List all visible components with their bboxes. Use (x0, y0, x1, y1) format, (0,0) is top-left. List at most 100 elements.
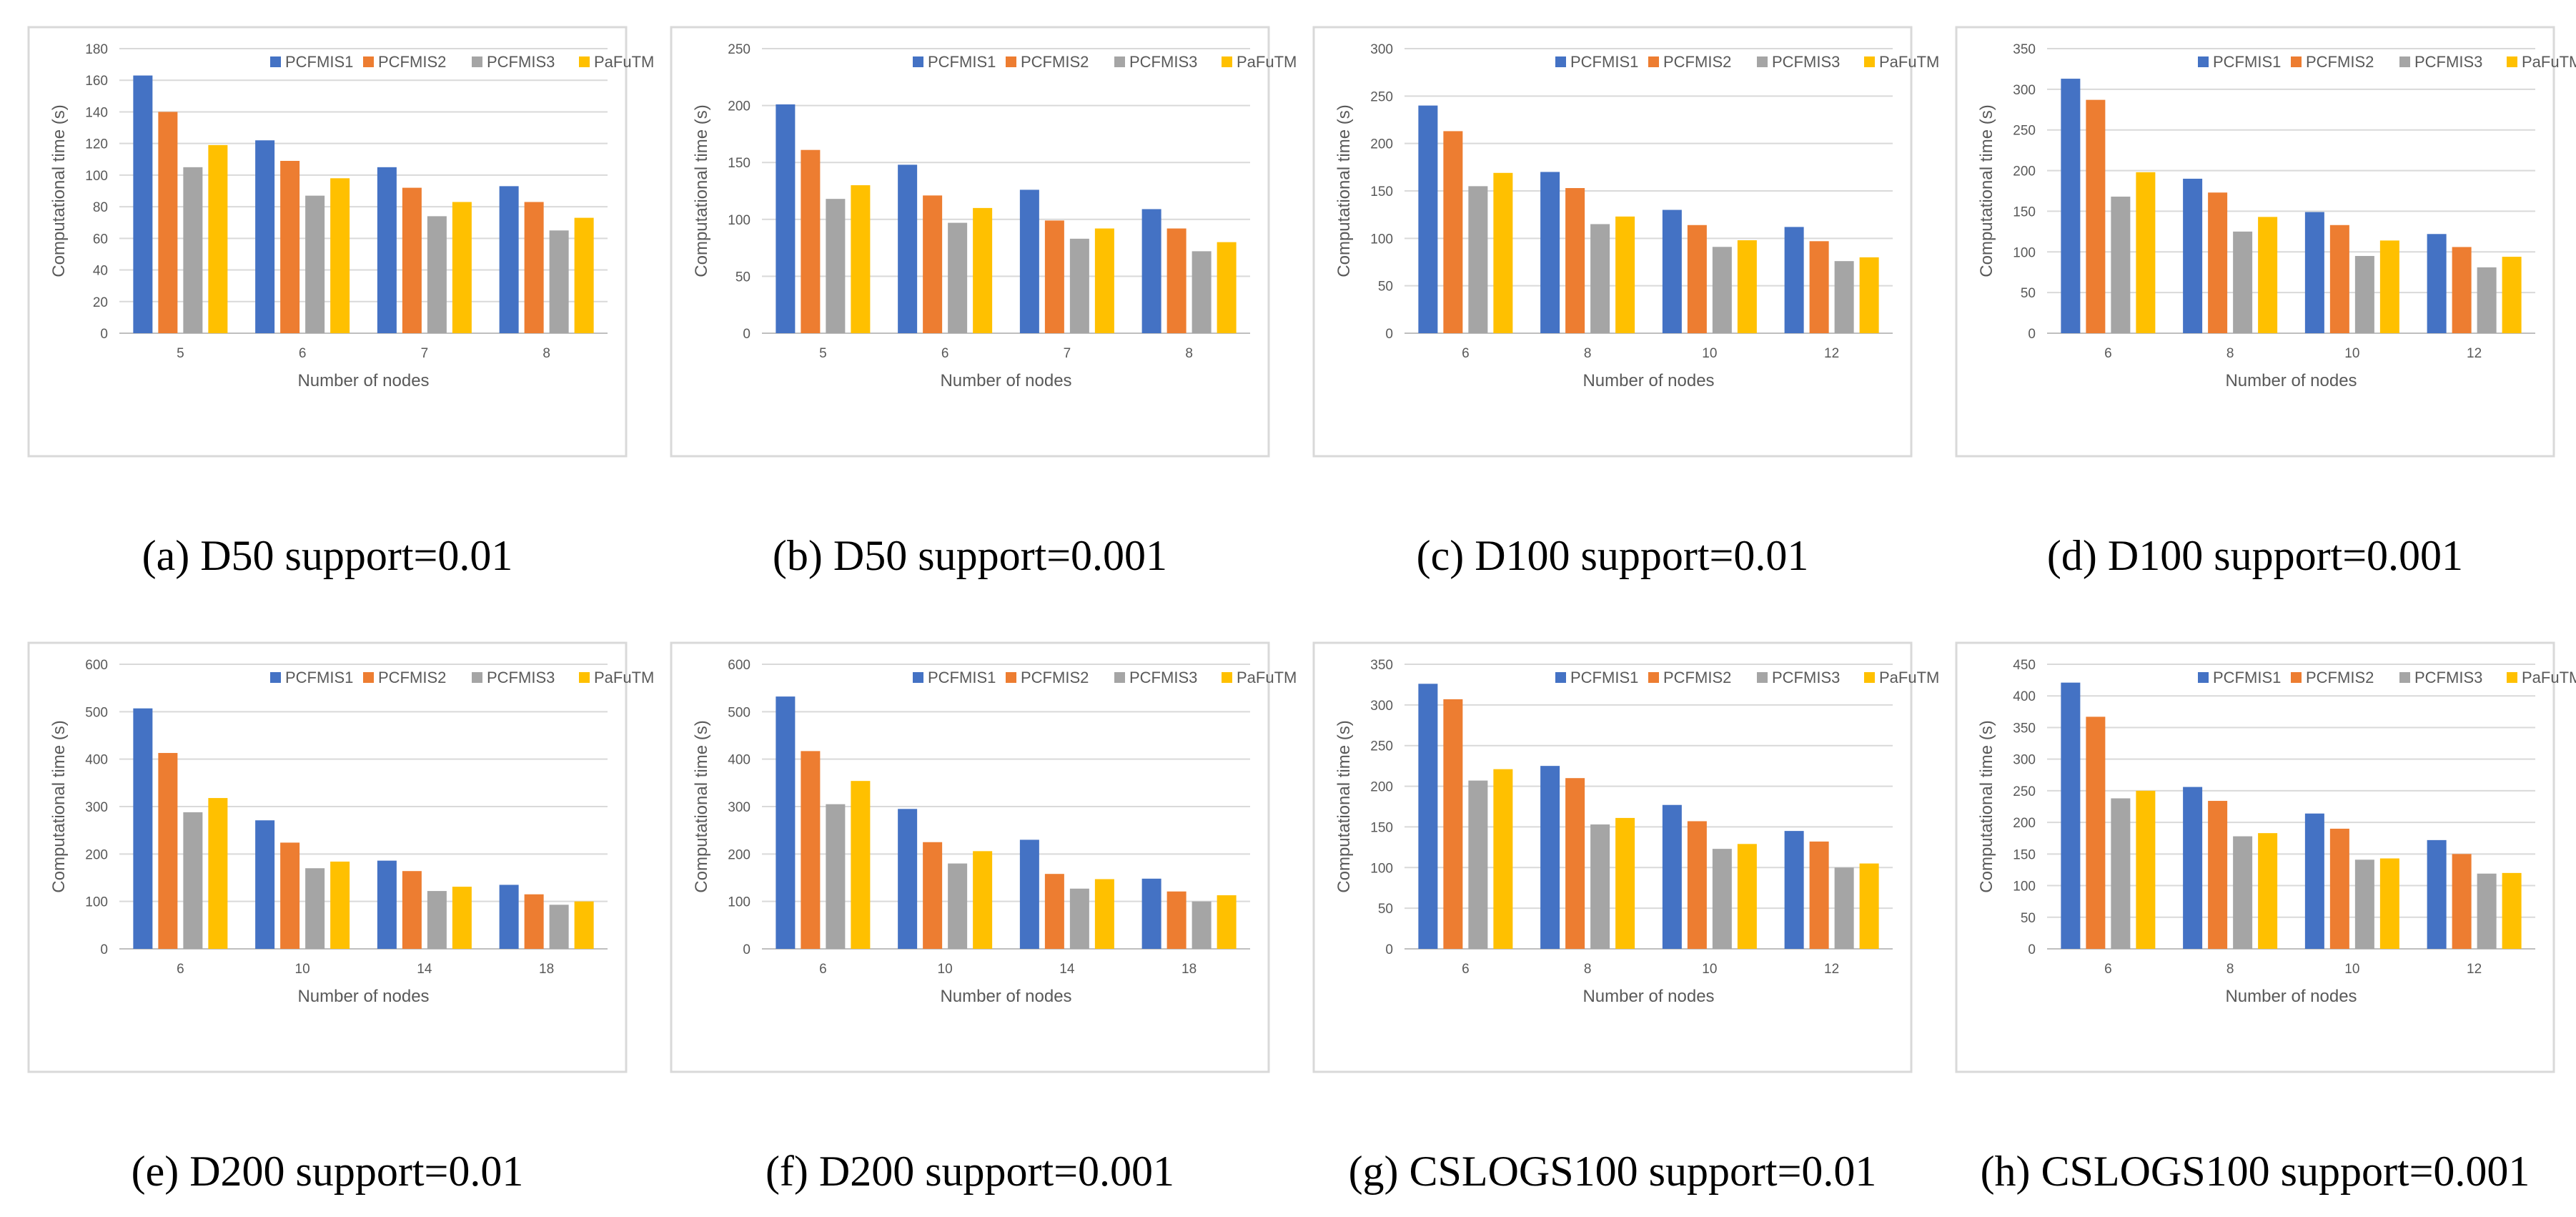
legend-label: PCFMIS2 (1663, 53, 1731, 71)
legend-swatch (1648, 672, 1659, 683)
legend-label: PCFMIS2 (1021, 669, 1089, 686)
legend-swatch (1555, 672, 1566, 683)
legend-swatch (363, 672, 374, 683)
legend: PCFMIS1 PCFMIS2 PCFMIS3 PaFuTM (913, 53, 1297, 71)
chart-frame (1955, 26, 2555, 458)
y-tick-label: 400 (2013, 689, 2036, 704)
legend-swatch (472, 672, 482, 683)
bar-pcfmis3-14 (427, 891, 447, 949)
bar-pcfmis2-8 (2208, 801, 2228, 949)
bar-pafutm-6 (2136, 172, 2156, 333)
legend-swatch (579, 672, 590, 683)
panel-caption: (e) D200 support=0.01 (132, 1148, 524, 1195)
y-tick-label: 0 (100, 942, 108, 957)
bar-pcfmis3-6 (2111, 798, 2131, 949)
bar-pcfmis1-7 (1019, 189, 1039, 333)
bar-pcfmis2-6 (923, 195, 943, 333)
legend-label: PCFMIS3 (1129, 669, 1197, 686)
legend-label: PCFMIS3 (2414, 669, 2482, 686)
bar-pcfmis1-5 (133, 75, 153, 333)
bar-pcfmis1-6 (2061, 682, 2081, 949)
bar-pafutm-8 (1615, 817, 1635, 949)
legend-swatch (913, 56, 923, 67)
chart-panel-h: 0 50 100 150 200 250 300 350 400 450 6 8 10 12 Number … (1955, 641, 2576, 1195)
bar-pcfmis3-18 (1192, 901, 1212, 949)
x-axis-title: Number of nodes (1582, 987, 1714, 1006)
y-tick-label: 600 (728, 658, 750, 673)
y-tick-label: 400 (728, 753, 750, 768)
y-tick-label: 100 (2013, 245, 2036, 260)
x-axis-title: Number of nodes (297, 371, 429, 390)
bar-pcfmis3-10 (948, 863, 968, 949)
y-axis-title: Computational time (s) (1977, 720, 1996, 892)
legend-label: PCFMIS1 (2213, 669, 2281, 686)
bar-pcfmis1-10 (2304, 212, 2324, 333)
bar-pcfmis2-6 (280, 160, 300, 333)
x-tick-label: 12 (2467, 962, 2482, 977)
x-tick-label: 18 (539, 962, 554, 977)
chart-panel-b: 0 50 100 150 200 250 5 6 7 8 Number of nodes Comput… (670, 26, 1297, 579)
legend-swatch (1757, 672, 1768, 683)
y-tick-label: 100 (85, 169, 108, 184)
legend-label: PCFMIS1 (1570, 53, 1638, 71)
y-tick-label: 100 (1370, 861, 1393, 876)
bar-pafutm-8 (574, 217, 594, 333)
y-tick-label: 0 (1385, 327, 1393, 342)
bar-pcfmis3-6 (183, 812, 203, 949)
x-tick-label: 14 (1059, 962, 1075, 977)
bar-pafutm-6 (1493, 769, 1513, 949)
legend-swatch (1864, 56, 1875, 67)
bar-pcfmis1-8 (1540, 172, 1560, 333)
x-tick-label: 8 (1584, 346, 1592, 361)
bar-pcfmis1-6 (1418, 684, 1438, 949)
bar-pcfmis2-12 (2452, 854, 2472, 949)
legend-swatch (1648, 56, 1659, 67)
y-tick-label: 50 (2021, 286, 2036, 301)
bar-pafutm-5 (851, 185, 871, 333)
x-axis-title: Number of nodes (2225, 371, 2357, 390)
bar-pcfmis3-5 (183, 167, 203, 333)
x-tick-label: 14 (417, 962, 432, 977)
legend-label: PCFMIS1 (2213, 53, 2281, 71)
y-tick-label: 250 (728, 42, 750, 57)
bar-pcfmis3-10 (305, 868, 325, 949)
bar-pcfmis2-10 (923, 842, 943, 949)
bar-pcfmis3-6 (305, 195, 325, 333)
legend-label: PCFMIS1 (285, 53, 353, 71)
bar-pafutm-10 (2379, 858, 2399, 949)
y-tick-label: 50 (1378, 280, 1393, 295)
bar-pcfmis2-14 (1044, 874, 1064, 949)
bar-pcfmis3-12 (2477, 873, 2497, 949)
bar-pcfmis1-8 (499, 186, 519, 333)
bar-pcfmis2-8 (524, 202, 544, 333)
bar-pcfmis2-7 (1044, 220, 1064, 333)
bar-pafutm-8 (2258, 833, 2278, 949)
y-tick-label: 500 (728, 705, 750, 720)
bar-pcfmis2-6 (1443, 131, 1463, 334)
bar-pafutm-10 (330, 861, 350, 949)
bar-pcfmis2-8 (2208, 192, 2228, 333)
bar-pafutm-8 (1615, 216, 1635, 333)
y-axis-title: Computational time (s) (49, 104, 69, 277)
x-tick-label: 10 (1702, 346, 1717, 361)
x-tick-label: 6 (1462, 346, 1470, 361)
bar-pcfmis2-12 (2452, 247, 2472, 333)
bar-pafutm-12 (2502, 257, 2522, 333)
legend-swatch (1555, 56, 1566, 67)
bar-pcfmis2-10 (2329, 828, 2349, 949)
legend-swatch (1222, 56, 1232, 67)
chart-panel-a: 0 20 40 60 80 100 120 140 160 180 5 6 7 8 Number of no… (27, 26, 654, 579)
y-tick-label: 250 (1370, 739, 1393, 754)
legend-swatch (472, 56, 482, 67)
legend-label: PCFMIS1 (285, 669, 353, 686)
bar-pafutm-6 (330, 178, 350, 333)
y-tick-label: 120 (85, 137, 108, 152)
legend-label: PaFuTM (1237, 669, 1297, 686)
y-tick-label: 250 (2013, 784, 2036, 799)
chart-panel-c: 0 50 100 150 200 250 300 6 8 10 12 Number of nodes C… (1312, 26, 1939, 579)
panel-caption: (h) CSLOGS100 support=0.001 (1981, 1148, 2530, 1195)
bar-pafutm-8 (2258, 217, 2278, 333)
bar-pcfmis2-6 (1443, 699, 1463, 949)
x-tick-label: 8 (2226, 346, 2234, 361)
